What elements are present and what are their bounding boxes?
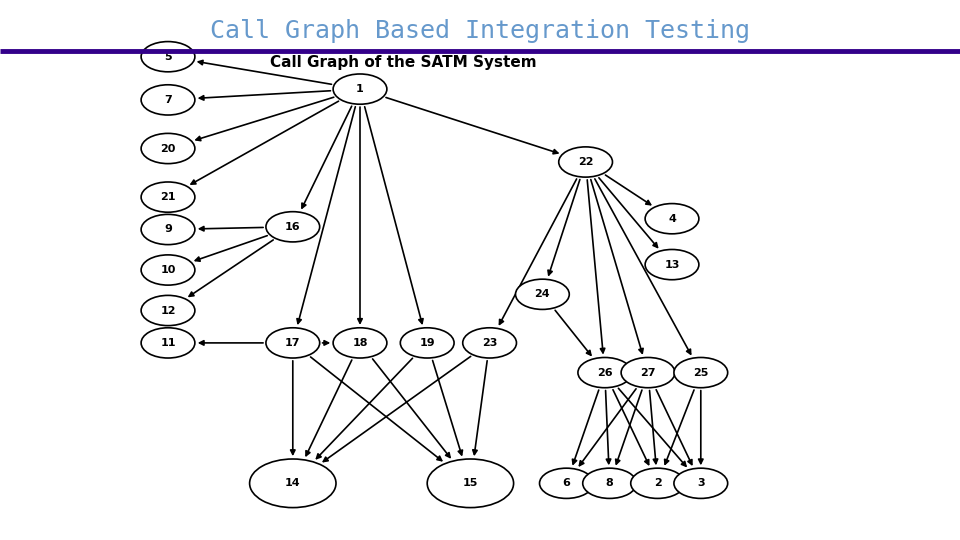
Circle shape <box>645 204 699 234</box>
Text: Call Graph of the SATM System: Call Graph of the SATM System <box>270 55 537 70</box>
Text: 2: 2 <box>654 478 661 488</box>
Circle shape <box>141 182 195 212</box>
Text: 17: 17 <box>285 338 300 348</box>
Circle shape <box>583 468 636 498</box>
Circle shape <box>540 468 593 498</box>
Circle shape <box>333 74 387 104</box>
Circle shape <box>141 85 195 115</box>
Text: 10: 10 <box>160 265 176 275</box>
Circle shape <box>141 328 195 358</box>
Text: 12: 12 <box>160 306 176 315</box>
Text: 21: 21 <box>160 192 176 202</box>
Circle shape <box>266 328 320 358</box>
Circle shape <box>463 328 516 358</box>
Text: 9: 9 <box>164 225 172 234</box>
Circle shape <box>141 214 195 245</box>
Text: 5: 5 <box>164 52 172 62</box>
Text: 27: 27 <box>640 368 656 377</box>
Circle shape <box>250 459 336 508</box>
Text: 7: 7 <box>164 95 172 105</box>
Circle shape <box>578 357 632 388</box>
Circle shape <box>427 459 514 508</box>
Text: 19: 19 <box>420 338 435 348</box>
Circle shape <box>141 295 195 326</box>
Text: 24: 24 <box>535 289 550 299</box>
Text: 15: 15 <box>463 478 478 488</box>
Text: 23: 23 <box>482 338 497 348</box>
Circle shape <box>266 212 320 242</box>
Text: 6: 6 <box>563 478 570 488</box>
Circle shape <box>516 279 569 309</box>
Text: 11: 11 <box>160 338 176 348</box>
Text: Call Graph Based Integration Testing: Call Graph Based Integration Testing <box>210 19 750 43</box>
Circle shape <box>674 357 728 388</box>
Text: 3: 3 <box>697 478 705 488</box>
Circle shape <box>631 468 684 498</box>
Circle shape <box>141 255 195 285</box>
Circle shape <box>621 357 675 388</box>
Text: 14: 14 <box>285 478 300 488</box>
Text: 16: 16 <box>285 222 300 232</box>
Text: 22: 22 <box>578 157 593 167</box>
Text: 8: 8 <box>606 478 613 488</box>
Circle shape <box>559 147 612 177</box>
Text: 18: 18 <box>352 338 368 348</box>
Text: 20: 20 <box>160 144 176 153</box>
Text: 13: 13 <box>664 260 680 269</box>
Circle shape <box>141 133 195 164</box>
Text: 1: 1 <box>356 84 364 94</box>
Circle shape <box>400 328 454 358</box>
Circle shape <box>141 42 195 72</box>
Text: 25: 25 <box>693 368 708 377</box>
Circle shape <box>333 328 387 358</box>
Circle shape <box>674 468 728 498</box>
Text: 26: 26 <box>597 368 612 377</box>
Text: 4: 4 <box>668 214 676 224</box>
Circle shape <box>645 249 699 280</box>
